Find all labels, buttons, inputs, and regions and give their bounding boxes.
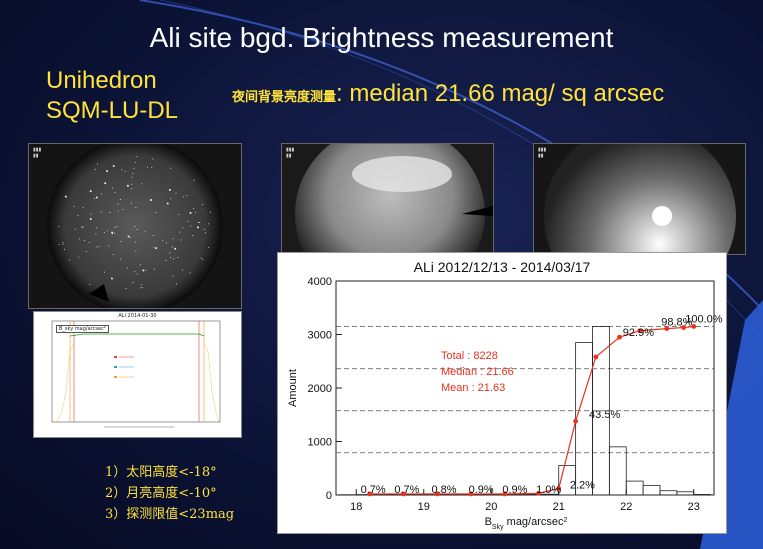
condition-3: 3）探测限值<23mag	[105, 507, 235, 522]
cumulative-point	[434, 491, 440, 497]
brightness-histogram-chart: ALi 2012/12/13 - 2014/03/17 18 19 20 21 22 23 0…	[277, 252, 727, 534]
cumulative-point	[593, 354, 599, 360]
cumulative-point	[681, 325, 687, 330]
stats-line: Total : 8228	[441, 350, 498, 362]
condition-2: 2）月亮高度<-10°	[105, 486, 217, 501]
condition-1: 1）太阳高度<-18°	[105, 465, 217, 480]
instrument-name-line1: Unihedron	[46, 67, 157, 94]
stats-line: Mean : 21.63	[441, 382, 505, 394]
cumulative-label: 0.7%	[394, 484, 419, 496]
x-tick-label: 19	[418, 501, 430, 513]
cumulative-line	[369, 325, 694, 495]
allsky-image-cloudy: ▮▮▮ ▮▮	[281, 143, 494, 255]
y-tick-label: 1000	[308, 437, 332, 449]
histogram-bar	[676, 491, 695, 496]
cumulative-label: 100.0%	[685, 313, 723, 325]
cumulative-point	[502, 491, 508, 497]
cumulative-label: 0.9%	[469, 484, 494, 496]
instrument-name-line2: SQM-LU-DL	[46, 97, 179, 124]
y-tick-label: 3000	[308, 330, 332, 342]
cumulative-point	[573, 418, 579, 424]
brightness-label-cn: 夜间背景亮度测量	[232, 89, 337, 104]
cumulative-label: 92.9%	[623, 327, 654, 339]
allsky-image-clear: ▮▮▮ ▮▮	[28, 143, 242, 309]
histogram-bar	[693, 494, 712, 496]
cumulative-point	[536, 490, 541, 496]
cumulative-point	[617, 334, 622, 340]
nightly-brightness-plot: ALi 2014-01-30 B_sky mag/arcsec²	[33, 311, 242, 438]
nightly-plot-legend: B_sky mag/arcsec²	[56, 325, 109, 333]
image-stamp: ▮▮▮ ▮▮	[538, 147, 547, 159]
histogram-bar	[608, 446, 627, 496]
cumulative-label: 98.8%	[661, 316, 692, 328]
x-axis-label: BSky mag/arcsec2	[485, 516, 568, 531]
brightness-value: : median 21.66 mag/ sq arcsec	[336, 80, 665, 107]
image-stamp: ▮▮▮ ▮▮	[33, 147, 42, 159]
nightly-plot-title: ALi 2014-01-30	[118, 313, 157, 319]
x-tick-label: 21	[553, 501, 565, 513]
cumulative-label: 0.8%	[431, 484, 456, 496]
cumulative-label: 43.5%	[589, 409, 620, 421]
x-axis-label-sub: Sky	[492, 524, 504, 531]
plot-frame	[335, 280, 715, 496]
slide-title: Ali site bgd. Brightness measurement	[149, 22, 614, 53]
cumulative-point	[367, 491, 373, 497]
x-tick-label: 20	[485, 501, 497, 513]
histogram-bar	[642, 484, 661, 496]
y-tick-label: 2000	[308, 383, 332, 395]
cumulative-point	[664, 326, 670, 332]
image-stamp: ▮▮▮ ▮▮	[286, 147, 295, 159]
x-tick-label: 23	[688, 501, 700, 513]
cumulative-label: 0.9%	[502, 484, 527, 496]
histogram-bar	[625, 480, 644, 496]
cumulative-label: 1.0%	[536, 484, 561, 496]
y-axis-label: Amount	[287, 369, 299, 407]
y-tick-label: 0	[326, 490, 332, 502]
cumulative-label: 2.2%	[570, 480, 595, 492]
brightness-summary: 夜间背景亮度测量: median 21.66 mag/ sq arcsec	[232, 80, 664, 108]
x-axis-label-main: B	[485, 516, 492, 528]
x-tick-label: 22	[620, 501, 632, 513]
cumulative-point	[556, 486, 562, 491]
cumulative-label: 0.7%	[361, 484, 386, 496]
cumulative-point	[637, 328, 643, 334]
histogram-bar	[659, 490, 678, 496]
cumulative-point	[691, 324, 697, 329]
x-axis-label-rest: mag/arcsec	[504, 516, 564, 528]
chart-title: ALi 2012/12/13 - 2014/03/17	[414, 259, 591, 275]
y-tick-label: 4000	[308, 276, 332, 288]
x-axis-label-sup: 2	[564, 517, 568, 524]
x-tick-label: 18	[350, 501, 362, 513]
cumulative-point	[468, 491, 474, 497]
allsky-image-moon: ▮▮▮ ▮▮	[533, 143, 746, 255]
cumulative-point	[401, 491, 406, 497]
stats-line: Median : 21.66	[441, 366, 514, 378]
histogram-bar	[592, 326, 610, 496]
